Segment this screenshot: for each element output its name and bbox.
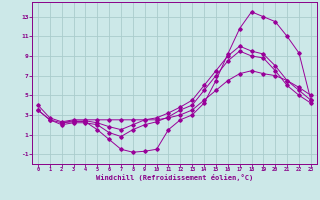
X-axis label: Windchill (Refroidissement éolien,°C): Windchill (Refroidissement éolien,°C) xyxy=(96,174,253,181)
